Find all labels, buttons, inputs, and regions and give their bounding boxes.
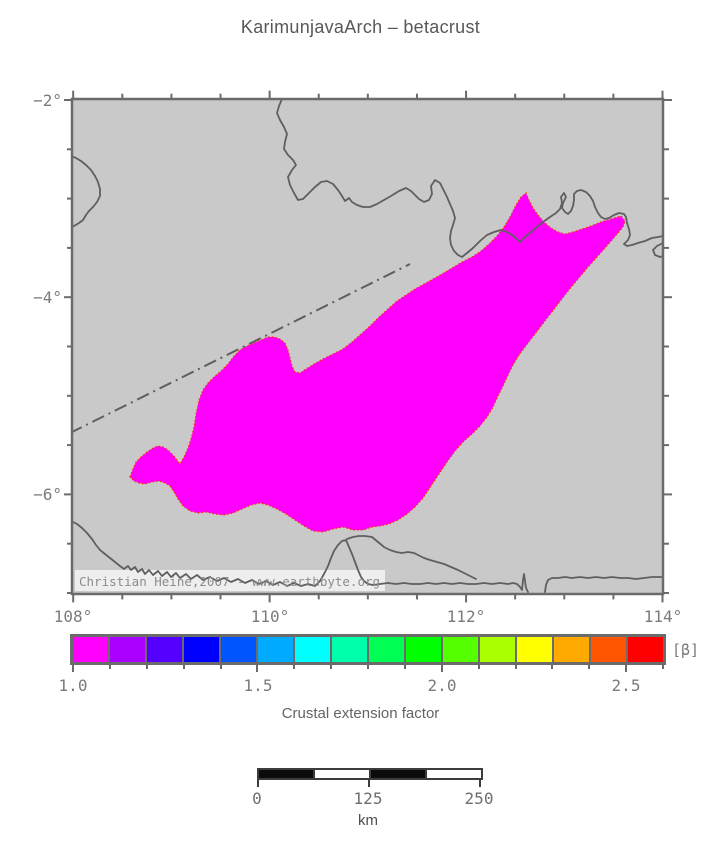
coastline-java [73, 520, 529, 593]
scale-label-0: 0 [252, 789, 262, 808]
colorbar-segment-10 [441, 637, 478, 662]
colorbar-segment-12 [515, 637, 552, 662]
coastline-borneo [276, 100, 663, 258]
scale-bar-segment-1 [313, 770, 369, 778]
beta-region-polygon [129, 192, 626, 533]
figure-title: KarimunjavaArch – betacrust [240, 17, 481, 37]
coastline-muria-shore [346, 535, 477, 580]
colorbar-segment-13 [552, 637, 589, 662]
colorbar-segment-11 [478, 637, 515, 662]
lon-label-108e: 108° [53, 607, 93, 626]
colorbar-segment-1 [108, 637, 145, 662]
colorbar-ticks [72, 665, 665, 675]
axis-ticks [64, 90, 672, 603]
scale-bar [257, 768, 483, 780]
lon-label-112e: 112° [446, 607, 486, 626]
colorbar-segment-0 [73, 637, 108, 662]
colorbar-segment-15 [626, 637, 663, 662]
lat-label-2s: −2° [33, 91, 62, 110]
colorbar-segment-8 [367, 637, 404, 662]
colorbar-tick-label-4: 2.5 [611, 676, 641, 695]
map-frame [70, 97, 665, 596]
colorbar-segment-7 [330, 637, 367, 662]
scale-bar-segment-2 [369, 770, 425, 778]
lat-label-6s: −6° [33, 485, 62, 504]
scale-bar-ticks [257, 780, 483, 788]
colorbar-segment-6 [293, 637, 330, 662]
watermark-text: Christian Heine,2007 - www.earthbyte.org [79, 574, 380, 589]
scale-label-250: 250 [464, 789, 494, 808]
colorbar-segment-4 [219, 637, 256, 662]
colorbar-segment-9 [404, 637, 441, 662]
scale-bar-segment-0 [259, 770, 313, 778]
colorbar-unit-label: [β] [672, 641, 700, 659]
coastline-belitung-island [73, 155, 101, 228]
colorbar-segment-5 [256, 637, 293, 662]
lon-label-110e: 110° [250, 607, 290, 626]
coastline-java-east [544, 576, 663, 593]
colorbar [70, 634, 666, 665]
colorbar-segment-14 [589, 637, 626, 662]
coastline-borneo-bay [652, 242, 663, 258]
scale-unit-label: km [358, 812, 378, 829]
colorbar-segment-2 [145, 637, 182, 662]
colorbar-segment-3 [182, 637, 219, 662]
scale-bar-segment-3 [425, 770, 481, 778]
scale-label-125: 125 [353, 789, 383, 808]
colorbar-tick-label-1: 1.0 [58, 676, 88, 695]
colorbar-tick-label-2: 1.5 [243, 676, 273, 695]
colorbar-caption: Crustal extension factor [281, 705, 440, 722]
lat-label-4s: −4° [33, 288, 62, 307]
colorbar-tick-label-3: 2.0 [427, 676, 457, 695]
lon-label-114e: 114° [643, 607, 683, 626]
